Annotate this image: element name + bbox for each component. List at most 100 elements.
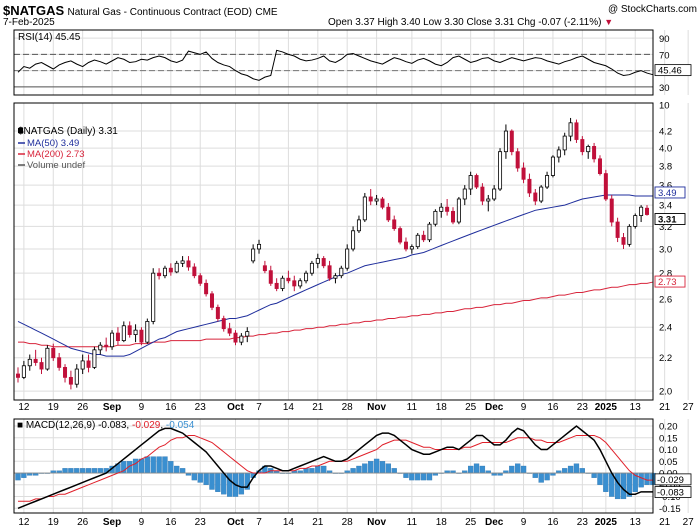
grid-lines: [14, 30, 689, 513]
candle: [398, 226, 403, 245]
x-tick-label: 27: [683, 517, 695, 528]
candle: [509, 129, 514, 156]
candle: [39, 357, 44, 375]
x-tick-label: 9: [139, 402, 145, 413]
candle-body: [174, 262, 179, 273]
candle: [433, 209, 438, 227]
candle-body: [545, 175, 550, 188]
macd-label: ■ MACD(12,26,9) -0.083, -0.029, -0.054: [17, 420, 195, 431]
histogram-bar: [74, 468, 80, 474]
histogram-bar: [591, 472, 597, 478]
rsi-badge-box: [654, 64, 692, 77]
candle: [462, 185, 467, 206]
candle: [104, 337, 109, 352]
x-tick-label: 21: [659, 517, 671, 528]
candle: [597, 155, 602, 176]
candle-body: [421, 234, 426, 241]
candle: [339, 265, 344, 279]
macd-tick-label: 0.05: [659, 457, 678, 468]
candle-body: [239, 335, 244, 343]
x-tick-label: 2025: [595, 517, 618, 528]
candle-body: [198, 275, 203, 284]
candle: [262, 260, 267, 274]
candle: [57, 352, 62, 371]
close-value: 3.31: [494, 17, 515, 28]
candle: [545, 171, 550, 190]
x-tick-label: 19: [48, 517, 60, 528]
x-tick-label: Sep: [103, 517, 121, 528]
candle: [251, 244, 256, 264]
price-tick-label: 2.4: [659, 323, 672, 334]
x-tick-label: 7: [256, 402, 262, 413]
candle-body: [286, 277, 291, 282]
histogram-bar: [321, 465, 327, 474]
x-tick-label: 11: [407, 402, 418, 413]
price-tick-label: 3.2: [659, 222, 672, 233]
macd-line: [17, 425, 653, 509]
candle: [380, 196, 385, 210]
ohlc-readout: Open 3.37 High 3.40 Low 3.30 Close 3.31 …: [328, 17, 613, 28]
price-tick-label: 2.2: [659, 353, 672, 364]
price-badge: 3.31: [654, 213, 686, 226]
candle-body: [15, 373, 20, 378]
candle: [63, 364, 68, 383]
candle: [633, 213, 638, 229]
x-tick-label: 25: [465, 402, 477, 413]
price-tick-label: 3.6: [659, 181, 672, 192]
x-tick-label: Oct: [227, 402, 244, 413]
histogram-bar: [238, 472, 245, 495]
macd-tick-label: -0.15: [659, 504, 681, 515]
x-tick-label: 9: [521, 517, 527, 528]
x-tick-label: 12: [18, 517, 30, 528]
rsi-badge-value: 45.46: [658, 66, 682, 77]
histogram-bar: [597, 472, 603, 485]
macd-tick-label: 0.10: [659, 445, 678, 456]
price-badge-box: [654, 213, 686, 225]
candle: [550, 155, 555, 178]
high-label: High: [377, 17, 399, 28]
candle-body: [556, 149, 561, 158]
x-tick-label: 13: [630, 517, 642, 528]
candle-body: [327, 265, 332, 279]
candle-body: [621, 237, 626, 245]
rsi-panel: RSI(14) 45.45: [14, 32, 654, 88]
candle: [239, 333, 244, 346]
candle: [386, 203, 391, 223]
candle-body: [33, 358, 38, 363]
candle: [51, 343, 56, 361]
histogram-bar: [573, 463, 580, 474]
price-tick-label: 3.4: [659, 201, 672, 212]
candle: [309, 260, 314, 276]
candle-body: [139, 329, 144, 343]
candle: [115, 327, 120, 346]
macd-badge-value: -0.029: [657, 475, 684, 486]
candle-body: [74, 368, 79, 385]
candle: [15, 367, 20, 383]
candle: [503, 124, 508, 159]
candle: [539, 185, 544, 204]
candle-body: [374, 198, 379, 202]
candle: [233, 330, 238, 346]
macd-tick-label: 0.20: [659, 422, 678, 433]
candle: [345, 244, 350, 271]
x-tick-label: Dec: [485, 517, 504, 528]
candle-body: [398, 228, 403, 243]
x-tick-label: 11: [407, 517, 418, 528]
candle: [451, 207, 456, 225]
date: 7-Feb-2025: [3, 17, 55, 28]
candle-body: [27, 358, 32, 367]
legend-entry: MA(50) 3.49: [27, 138, 79, 149]
macd-badge-box: [654, 486, 692, 498]
macd-label-text: ■ MACD(12,26,9) -0.083,: [17, 420, 132, 431]
x-tick-label: 9: [521, 402, 527, 413]
histogram-bar: [379, 461, 386, 474]
x-tick-label: 26: [77, 402, 89, 413]
open-label: Open: [328, 17, 353, 28]
macd-histogram-value: -0.054: [166, 420, 195, 431]
macd-badge-box: [654, 473, 692, 486]
candle-body: [615, 221, 620, 238]
exchange: CME: [255, 7, 278, 18]
candle: [362, 192, 367, 223]
candle-body: [245, 331, 250, 337]
candle: [315, 253, 320, 269]
